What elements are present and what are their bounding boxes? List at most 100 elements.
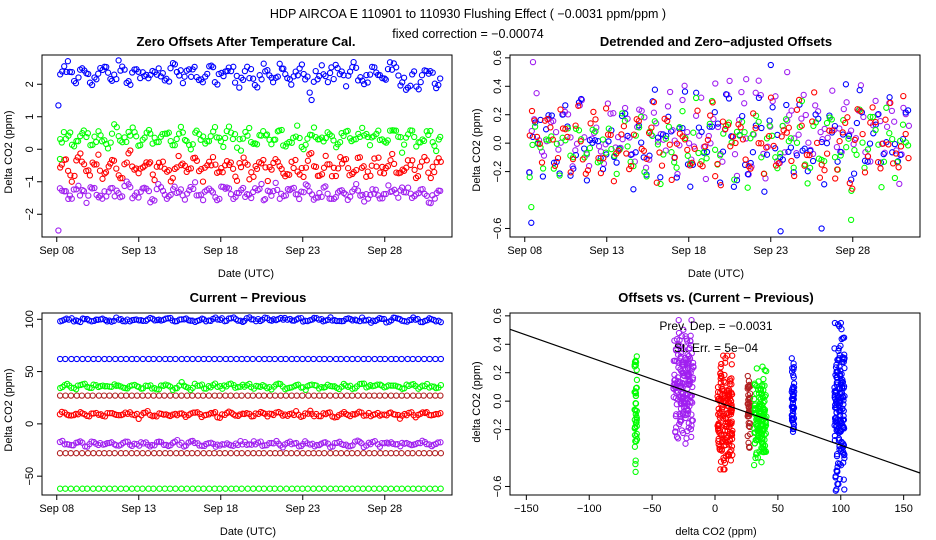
- x-tick-label: Sep 28: [835, 245, 870, 257]
- data-point: [745, 403, 752, 410]
- data-point: [321, 355, 328, 363]
- data-point: [755, 140, 762, 147]
- data-point: [300, 173, 307, 181]
- data-point: [100, 485, 108, 492]
- data-point: [793, 139, 801, 146]
- data-point: [305, 450, 312, 457]
- data-point: [753, 365, 760, 372]
- data-point: [166, 485, 174, 492]
- data-point: [767, 61, 774, 69]
- data-point: [415, 485, 422, 492]
- data-point: [675, 316, 682, 324]
- data-point: [784, 68, 791, 76]
- data-point: [222, 485, 229, 492]
- data-point: [395, 72, 402, 79]
- data-point: [59, 68, 66, 75]
- data-point: [837, 319, 845, 327]
- plot-frame: [41, 312, 453, 496]
- data-point: [800, 91, 807, 99]
- data-point: [867, 113, 874, 121]
- data-point: [772, 154, 779, 161]
- data-point: [190, 409, 197, 416]
- data-point: [276, 60, 283, 67]
- data-point: [381, 75, 388, 82]
- data-point: [671, 154, 678, 161]
- data-point: [831, 432, 839, 440]
- data-point: [632, 460, 639, 468]
- data-point: [153, 138, 160, 146]
- data-point: [400, 141, 408, 148]
- data-point: [334, 65, 341, 72]
- data-point: [426, 450, 433, 457]
- data-point: [165, 78, 173, 85]
- data-point: [308, 96, 315, 104]
- data-point: [549, 136, 556, 143]
- data-point: [718, 438, 726, 445]
- data-point: [261, 196, 269, 203]
- data-point: [253, 165, 261, 173]
- data-point: [429, 69, 436, 76]
- data-point: [743, 76, 750, 83]
- data-point: [100, 392, 108, 399]
- data-point: [393, 450, 400, 457]
- data-point: [272, 179, 279, 187]
- data-point: [216, 450, 223, 457]
- data-point: [260, 450, 267, 457]
- data-point: [547, 124, 554, 131]
- data-point: [705, 132, 712, 140]
- data-point: [763, 144, 770, 151]
- data-point: [619, 110, 626, 117]
- data-point: [703, 155, 710, 162]
- data-point: [741, 100, 748, 107]
- data-point: [717, 458, 725, 465]
- data-point: [236, 411, 243, 418]
- data-point: [222, 185, 229, 192]
- data-point: [327, 450, 334, 457]
- data-point: [236, 84, 243, 91]
- data-point: [382, 76, 389, 83]
- data-point: [788, 157, 795, 165]
- data-point: [831, 154, 839, 161]
- data-point: [151, 317, 158, 324]
- data-point: [232, 412, 239, 419]
- x-tick-label: Sep 28: [367, 245, 402, 257]
- data-point: [283, 485, 290, 492]
- data-point: [654, 138, 662, 145]
- data-point: [306, 89, 313, 96]
- data-point: [683, 395, 690, 402]
- data-point: [356, 438, 363, 445]
- data-point: [789, 364, 796, 372]
- data-point: [529, 58, 537, 66]
- data-point: [80, 161, 88, 168]
- data-point: [676, 383, 683, 391]
- data-point: [237, 163, 245, 171]
- data-point: [332, 392, 339, 399]
- data-point: [880, 158, 888, 165]
- data-point: [211, 450, 218, 457]
- data-point: [243, 355, 251, 363]
- y-tick-label: 0: [24, 146, 36, 152]
- data-point: [905, 154, 912, 162]
- data-point: [714, 120, 722, 127]
- data-point: [135, 68, 142, 75]
- data-point: [55, 102, 62, 109]
- data-point: [684, 146, 691, 154]
- data-point: [627, 158, 634, 165]
- data-point: [80, 127, 87, 134]
- data-point: [528, 107, 536, 115]
- data-point: [237, 147, 245, 154]
- data-point: [115, 412, 122, 419]
- data-point: [93, 76, 100, 83]
- data-point: [531, 117, 538, 124]
- data-point: [717, 466, 724, 473]
- data-point: [248, 194, 255, 202]
- data-point: [728, 375, 735, 382]
- data-point: [159, 158, 167, 165]
- data-point: [778, 133, 785, 140]
- data-point: [117, 175, 124, 182]
- data-point: [684, 152, 691, 159]
- data-point: [746, 400, 753, 407]
- y-axis-label: Delta CO2 (ppm): [3, 110, 15, 193]
- data-point: [128, 485, 136, 492]
- data-point: [592, 116, 599, 123]
